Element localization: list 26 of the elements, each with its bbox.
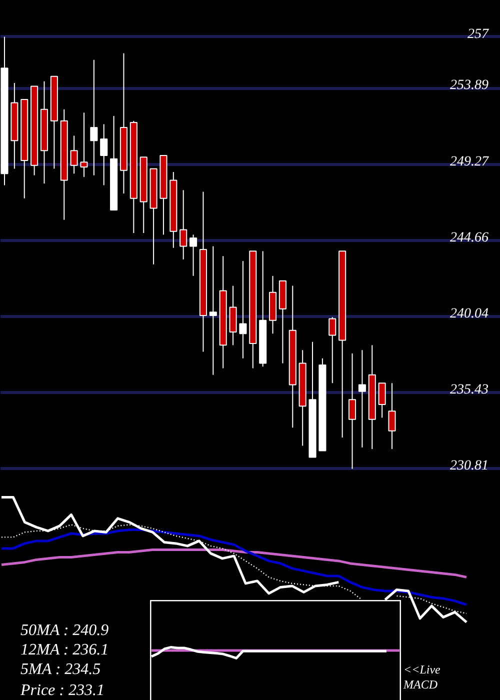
y-tick-label: 235.43: [450, 382, 488, 398]
candlestick: [90, 59, 98, 176]
candlestick: [358, 350, 366, 448]
annotation: 50MA : 240.9: [20, 622, 109, 639]
candlestick: [190, 234, 198, 276]
candlestick: [388, 382, 396, 450]
candlestick: [378, 382, 386, 418]
y-tick-label: 230.81: [450, 458, 488, 474]
y-tick-label: 249.27: [450, 154, 490, 170]
text: 5MA : 234.5: [20, 661, 101, 678]
candlestick: [80, 112, 88, 178]
y-tick-label: 244.66: [450, 230, 488, 246]
candlestick: [348, 352, 356, 470]
y-tick-label: 253.89: [450, 78, 488, 94]
candlestick: [70, 135, 78, 174]
candlestick: [239, 260, 247, 359]
text: 12MA : 236.1: [20, 642, 109, 658]
candlestick: [328, 316, 336, 384]
y-tick-label: 257: [468, 26, 490, 42]
text: MACD: [402, 678, 438, 692]
text: Price : 233.1: [20, 682, 104, 699]
candlestick: [180, 190, 188, 260]
y-tick-label: 240.04: [450, 306, 488, 322]
candlestick: [100, 124, 108, 186]
text: <<Live: [404, 662, 442, 676]
candlestick: [209, 246, 217, 376]
